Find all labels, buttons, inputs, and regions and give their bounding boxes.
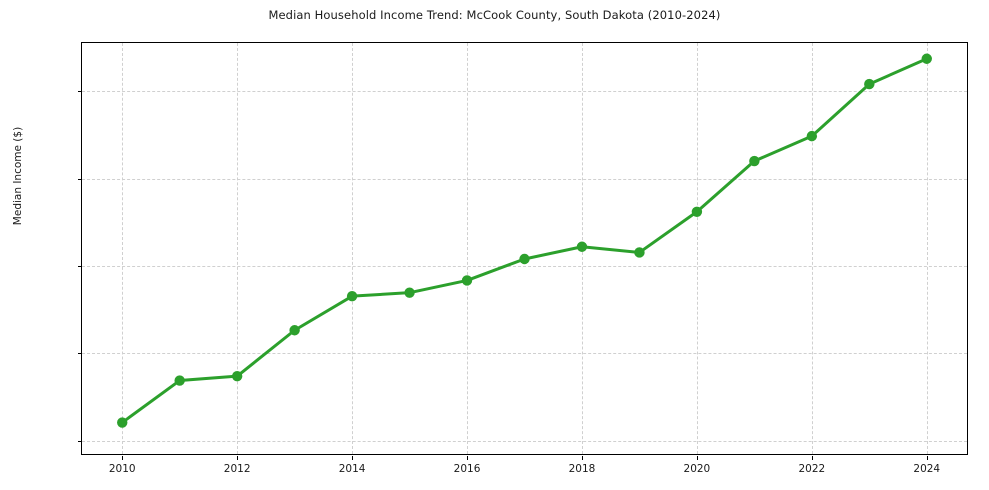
x-tick-mark [696, 456, 698, 460]
y-tick-mark [78, 265, 82, 267]
data-point-marker [864, 78, 875, 90]
gridline-vertical [237, 43, 239, 454]
data-point-marker [576, 241, 588, 252]
gridline-horizontal [82, 265, 967, 267]
x-tick-label: 2024 [913, 463, 941, 475]
x-tick-label: 2020 [683, 463, 711, 475]
y-tick-mark [78, 91, 82, 93]
x-tick-mark [811, 456, 813, 460]
data-point-marker [691, 206, 703, 217]
line-series [117, 53, 932, 428]
chart-title: Median Household Income Trend: McCook Co… [268, 8, 721, 22]
x-tick-mark [122, 456, 124, 460]
data-point-marker [231, 370, 243, 382]
data-point-marker [634, 247, 645, 258]
gridline-vertical [352, 43, 354, 454]
data-point-marker [289, 325, 300, 336]
x-tick-label: 2012 [223, 463, 251, 475]
gridline-horizontal [82, 440, 967, 442]
gridline-vertical [122, 43, 124, 454]
x-tick-label: 2016 [453, 463, 481, 475]
x-tick-mark [467, 456, 469, 460]
gridline-vertical [467, 43, 469, 454]
x-tick-mark [581, 456, 583, 460]
gridline-vertical [926, 43, 928, 454]
x-tick-mark [352, 456, 354, 460]
data-point-marker [174, 375, 185, 386]
x-tick-label: 2010 [108, 463, 136, 475]
gridline-horizontal [82, 353, 967, 355]
y-tick-mark [78, 353, 82, 355]
data-point-marker [519, 253, 530, 265]
data-point-marker [749, 155, 760, 167]
data-point-marker [346, 290, 358, 302]
y-axis-label: Median Income ($) [12, 126, 24, 226]
x-tick-label: 2014 [338, 463, 366, 475]
series-line [120, 57, 929, 425]
gridline-horizontal [82, 178, 967, 180]
plot-area: $40,000$50,000$60,000$70,000$80,000 2010… [78, 42, 968, 475]
gridline-vertical [811, 43, 813, 454]
y-tick-mark [78, 440, 82, 442]
data-point-marker [921, 53, 932, 64]
data-point-marker [806, 130, 818, 142]
gridline-vertical [696, 43, 698, 454]
data-point-marker [404, 287, 415, 298]
data-point-marker [461, 275, 473, 286]
y-tick-mark [78, 178, 82, 180]
x-tick-label: 2018 [568, 463, 596, 475]
x-tick-mark [237, 456, 239, 460]
gridline-horizontal [82, 91, 967, 93]
x-tick-label: 2022 [798, 463, 826, 475]
x-tick-mark [926, 456, 928, 460]
data-point-marker [117, 417, 128, 428]
